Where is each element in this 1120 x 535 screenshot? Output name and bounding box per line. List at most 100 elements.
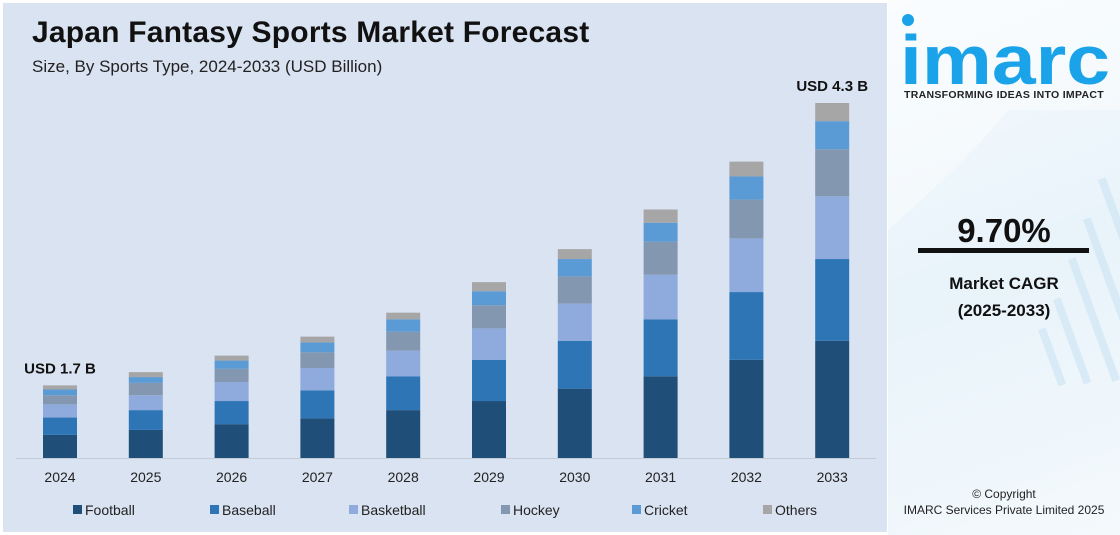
- bar-segment-football-2024: [43, 434, 77, 458]
- bar-segment-basketball-2024: [43, 404, 77, 418]
- chart-title: Japan Fantasy Sports Market Forecast: [32, 16, 590, 49]
- bar-segment-baseball-2029: [472, 359, 506, 402]
- bar-segment-hockey-2031: [643, 241, 678, 275]
- bar-segment-baseball-2025: [128, 410, 163, 430]
- bar-segment-baseball-2032: [729, 292, 764, 360]
- x-tick-label: 2030: [559, 469, 590, 485]
- bar-segment-others-2028: [386, 312, 421, 320]
- bar-segment-hockey-2028: [386, 331, 421, 351]
- imarc-logo: imarc: [900, 14, 1110, 92]
- legend-label-hockey: Hockey: [513, 502, 560, 518]
- bar-segment-basketball-2030: [557, 303, 592, 341]
- bar-segment-hockey-2032: [729, 199, 764, 239]
- chart-subtitle: Size, By Sports Type, 2024-2033 (USD Bil…: [32, 57, 383, 76]
- x-tick-label: 2028: [388, 469, 419, 485]
- bar-segment-hockey-2027: [300, 352, 335, 369]
- bar-segment-basketball-2025: [128, 395, 163, 411]
- x-tick-label: 2027: [302, 469, 333, 485]
- stacked-bar-chart: 2024 2025 2026 2027 2028 2029 2030 2031 2032 2033…: [16, 78, 876, 518]
- bar-segment-cricket-2031: [643, 222, 678, 242]
- cagr-label-block: Market CAGR (2025-2033): [888, 270, 1120, 324]
- bar-segment-cricket-2033: [815, 121, 850, 150]
- bar-segment-baseball-2033: [815, 259, 850, 341]
- cagr-period: (2025-2033): [957, 301, 1051, 320]
- bar-segment-basketball-2029: [472, 328, 506, 360]
- bar-segment-others-2033: [815, 103, 850, 122]
- x-tick-label: 2029: [473, 469, 504, 485]
- background-chart-decoration: [888, 0, 1120, 387]
- bar-segment-basketball-2033: [815, 196, 850, 260]
- bar-segment-hockey-2024: [43, 395, 77, 405]
- info-panel: imarc TRANSFORMING IDEAS INTO IMPACT 9.7…: [888, 0, 1120, 535]
- bar-segment-others-2030: [557, 249, 592, 260]
- legend-swatch-hockey: [501, 505, 510, 514]
- x-tick-label: 2033: [817, 469, 848, 485]
- bar-segment-hockey-2025: [128, 382, 163, 396]
- data-label-2033: USD 4.3 B: [796, 78, 868, 95]
- bar-segment-others-2027: [300, 336, 335, 343]
- x-tick-label: 2024: [44, 469, 75, 485]
- bar-segment-cricket-2032: [729, 176, 764, 200]
- legend-swatch-baseball: [210, 505, 219, 514]
- bar-segment-others-2026: [214, 355, 249, 361]
- bar-segment-baseball-2027: [300, 390, 335, 419]
- bar-segment-hockey-2029: [472, 305, 506, 329]
- x-tick-label: 2026: [216, 469, 247, 485]
- cagr-label: Market CAGR: [949, 274, 1059, 293]
- legend-label-baseball: Baseball: [222, 502, 276, 518]
- x-tick-label: 2031: [645, 469, 676, 485]
- bar-segment-basketball-2027: [300, 368, 335, 391]
- bar-segment-hockey-2026: [214, 368, 249, 383]
- bar-segment-baseball-2026: [214, 401, 249, 425]
- cagr-value: 9.70%: [957, 212, 1051, 249]
- bar-segment-baseball-2031: [643, 319, 678, 377]
- bar-segment-cricket-2025: [128, 377, 163, 383]
- bar-segment-cricket-2028: [386, 319, 421, 332]
- legend-swatch-others: [763, 505, 772, 514]
- legend-label-basketball: Basketball: [361, 502, 426, 518]
- bar-segment-football-2033: [815, 340, 850, 458]
- legend-label-football: Football: [85, 502, 135, 518]
- bar-segment-hockey-2033: [815, 149, 850, 197]
- bar-segment-basketball-2032: [729, 238, 764, 293]
- bar-segment-cricket-2026: [214, 360, 249, 369]
- divider: [918, 248, 1089, 253]
- bar-segment-others-2025: [128, 372, 163, 378]
- logo-text: imarc: [900, 21, 1110, 92]
- bar-segment-others-2031: [643, 209, 678, 223]
- bar-segment-baseball-2028: [386, 376, 421, 411]
- company-name: IMARC Services Private Limited 2025: [903, 503, 1105, 517]
- bar-segment-baseball-2030: [557, 340, 592, 389]
- data-label-2024: USD 1.7 B: [24, 360, 96, 377]
- x-tick-label: 2025: [130, 469, 161, 485]
- bar-segment-others-2032: [729, 161, 764, 177]
- copyright: © Copyright: [972, 487, 1036, 501]
- legend-swatch-basketball: [349, 505, 358, 514]
- legend-swatch-football: [73, 505, 82, 514]
- bar-segment-football-2026: [214, 424, 249, 458]
- bar-segment-cricket-2030: [557, 259, 592, 277]
- logo-tagline: TRANSFORMING IDEAS INTO IMPACT: [904, 89, 1104, 101]
- bar-segment-football-2025: [128, 429, 163, 458]
- copyright-block: © Copyright IMARC Services Private Limit…: [888, 486, 1120, 518]
- bar-segment-basketball-2026: [214, 382, 249, 402]
- bar-segment-cricket-2024: [43, 389, 77, 396]
- legend-label-others: Others: [775, 502, 817, 518]
- bar-segment-football-2028: [386, 410, 421, 458]
- legend-label-cricket: Cricket: [644, 502, 688, 518]
- bar-segment-cricket-2027: [300, 342, 335, 353]
- bar-segment-football-2030: [557, 388, 592, 458]
- bar-segment-basketball-2028: [386, 350, 421, 377]
- bar-segment-football-2029: [472, 401, 506, 458]
- bar-segment-football-2032: [729, 359, 764, 458]
- bar-segment-football-2027: [300, 418, 335, 458]
- bar-segment-hockey-2030: [557, 276, 592, 304]
- bar-segment-football-2031: [643, 376, 678, 458]
- bar-segment-others-2029: [472, 282, 506, 292]
- bar-segment-baseball-2024: [43, 417, 77, 435]
- legend-swatch-cricket: [632, 505, 641, 514]
- bar-segment-others-2024: [43, 385, 77, 390]
- bar-segment-basketball-2031: [643, 274, 678, 320]
- x-tick-label: 2032: [731, 469, 762, 485]
- bar-segment-cricket-2029: [472, 291, 506, 306]
